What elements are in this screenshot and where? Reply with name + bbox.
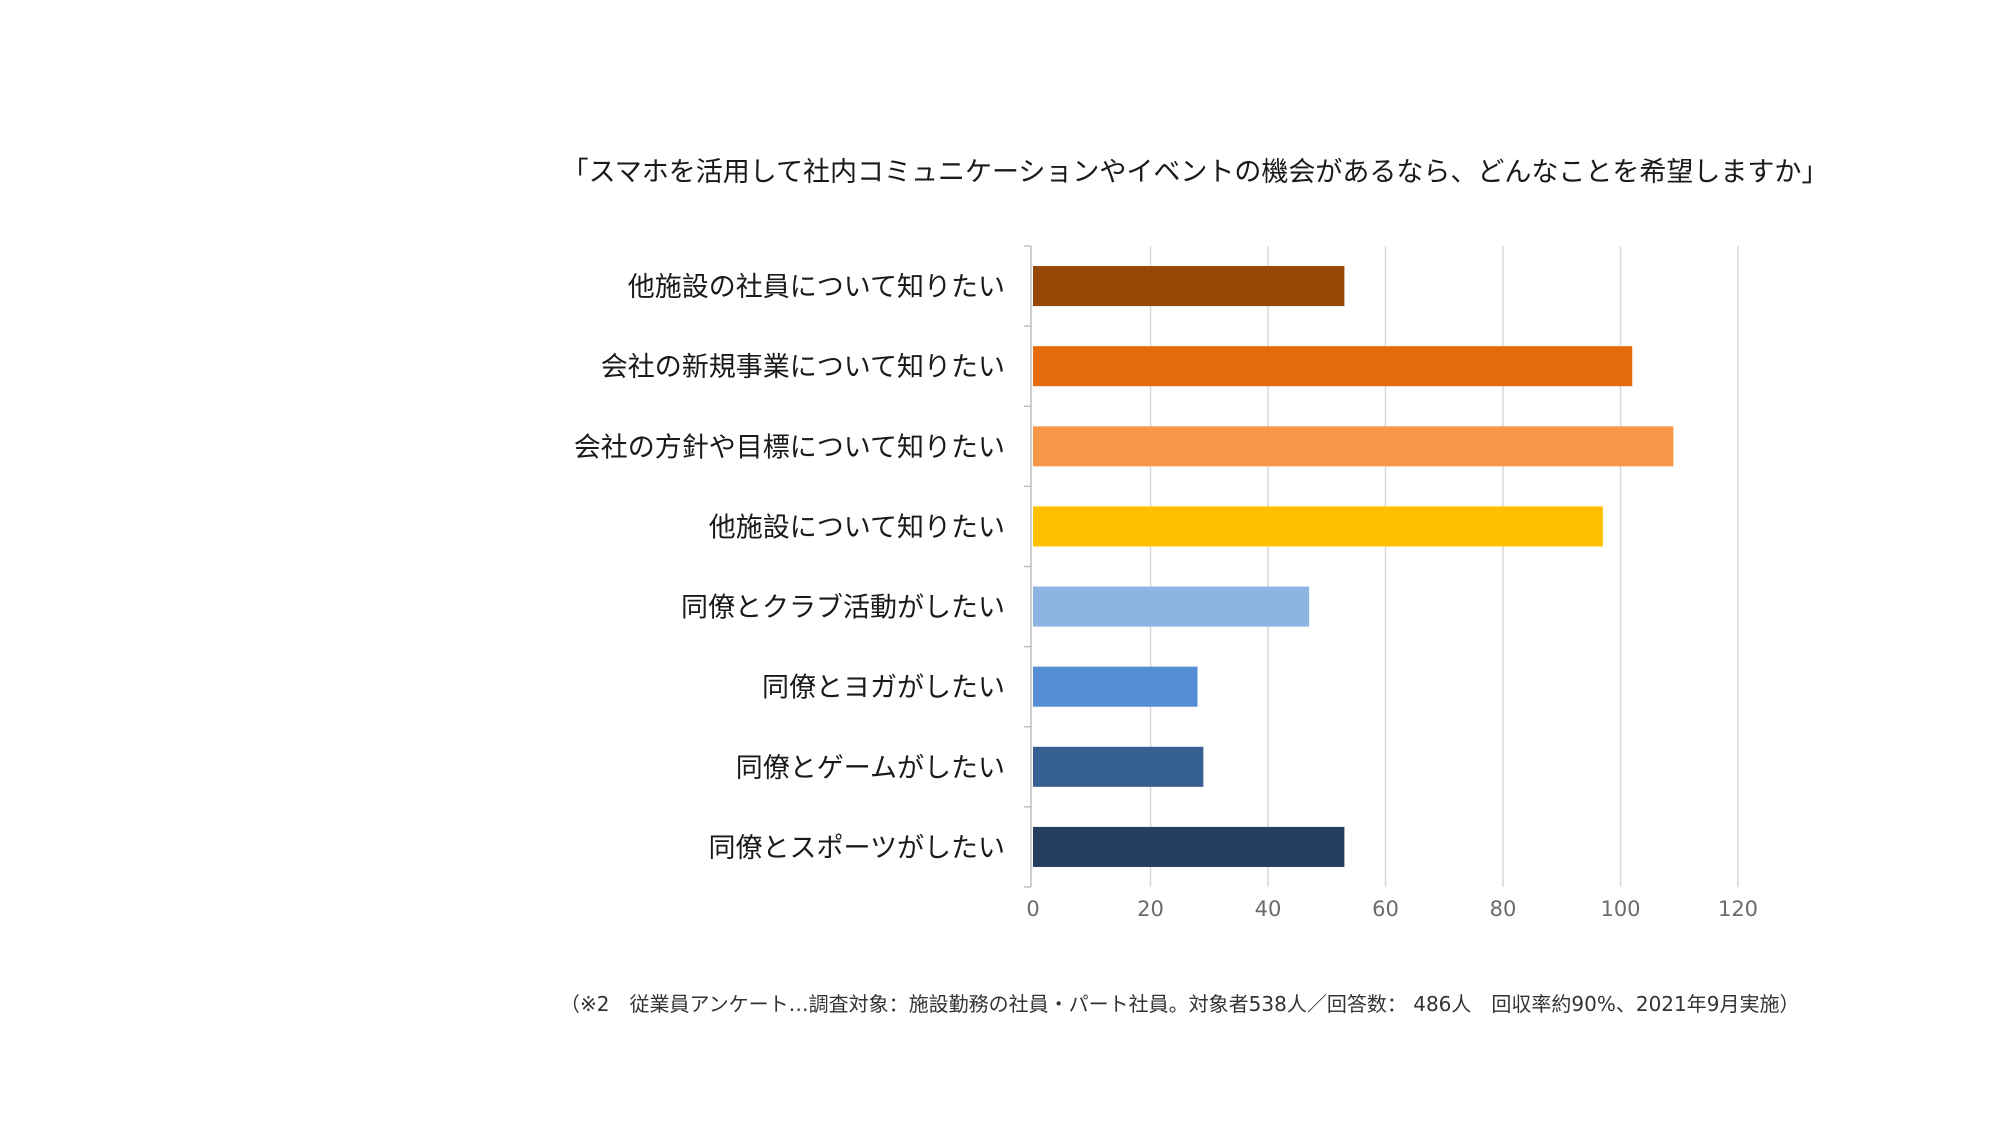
x-tick-labels: 0 20 40 60 80 100 120	[1026, 897, 1758, 921]
bar	[1033, 506, 1603, 547]
x-tick-label: 60	[1372, 897, 1399, 921]
bar	[1033, 346, 1633, 387]
gridlines	[1149, 246, 1739, 887]
bar	[1033, 426, 1674, 467]
bar	[1033, 746, 1204, 787]
category-label: 会社の方針や目標について知りたい	[574, 432, 1005, 463]
category-label: 同僚とヨガがしたい	[762, 673, 1005, 704]
category-labels: 他施設の社員について知りたい会社の新規事業について知りたい会社の方針や目標につい…	[574, 272, 1005, 864]
category-label: 他施設の社員について知りたい	[628, 272, 1005, 303]
y-axis	[1024, 245, 1032, 888]
category-label: 同僚とクラブ活動がしたい	[681, 593, 1005, 624]
bar	[1033, 266, 1345, 307]
survey-footnote: （※2 従業員アンケート…調査対象：施設勤務の社員・パート社員。対象者538人／…	[560, 992, 1800, 1016]
x-tick-label: 80	[1490, 897, 1517, 921]
bar	[1033, 666, 1198, 707]
x-tick-label: 40	[1255, 897, 1282, 921]
chart-title: 「スマホを活用して社内コミュニケーションやイベントの機会があるなら、どんなことを…	[561, 157, 1829, 188]
category-label: 同僚とスポーツがしたい	[709, 833, 1005, 864]
category-label: 会社の新規事業について知りたい	[601, 352, 1005, 383]
x-tick-label: 0	[1026, 897, 1039, 921]
x-tick-label: 20	[1137, 897, 1164, 921]
category-label: 同僚とゲームがしたい	[736, 753, 1005, 784]
bar	[1033, 826, 1345, 867]
category-label: 他施設について知りたい	[709, 512, 1005, 543]
bar	[1033, 586, 1310, 627]
x-tick-label: 100	[1600, 897, 1640, 921]
x-tick-label: 120	[1718, 897, 1758, 921]
bars	[1033, 266, 1674, 867]
